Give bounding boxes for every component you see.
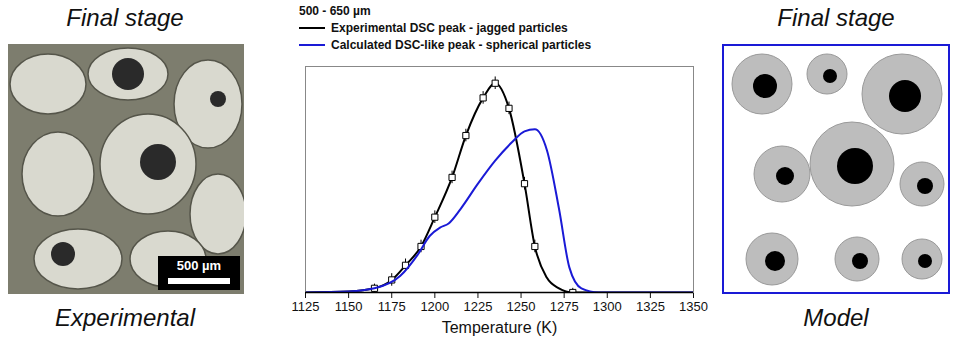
html-text:Final stage: Final stage — [777, 4, 895, 31]
svg-text:1125: 1125 — [292, 299, 320, 314]
html-text:500 - 650 µm: 500 - 650 µm — [299, 4, 371, 18]
svg-text:1225: 1225 — [463, 299, 492, 314]
svg-text:Temperature (K): Temperature (K) — [442, 319, 558, 336]
html-text:Experimental DSC peak - jagged: Experimental DSC peak - jagged particles — [331, 21, 568, 35]
svg-text:1275: 1275 — [550, 299, 579, 314]
svg-text:1350: 1350 — [679, 299, 708, 314]
html-text:Experimental: Experimental — [55, 304, 195, 331]
svg-text:1325: 1325 — [636, 299, 665, 314]
svg-text:1250: 1250 — [507, 299, 536, 314]
html-text:Calculated DSC-like peak - sph: Calculated DSC-like peak - spherical par… — [331, 38, 592, 52]
svg-text:1300: 1300 — [593, 299, 622, 314]
html-text:Model: Model — [803, 304, 869, 331]
svg-text:1200: 1200 — [420, 299, 449, 314]
html-text:Final stage: Final stage — [66, 4, 184, 31]
svg-text:1175: 1175 — [378, 299, 406, 314]
svg-text:500 µm: 500 µm — [177, 258, 221, 273]
svg-text:1150: 1150 — [335, 299, 363, 314]
